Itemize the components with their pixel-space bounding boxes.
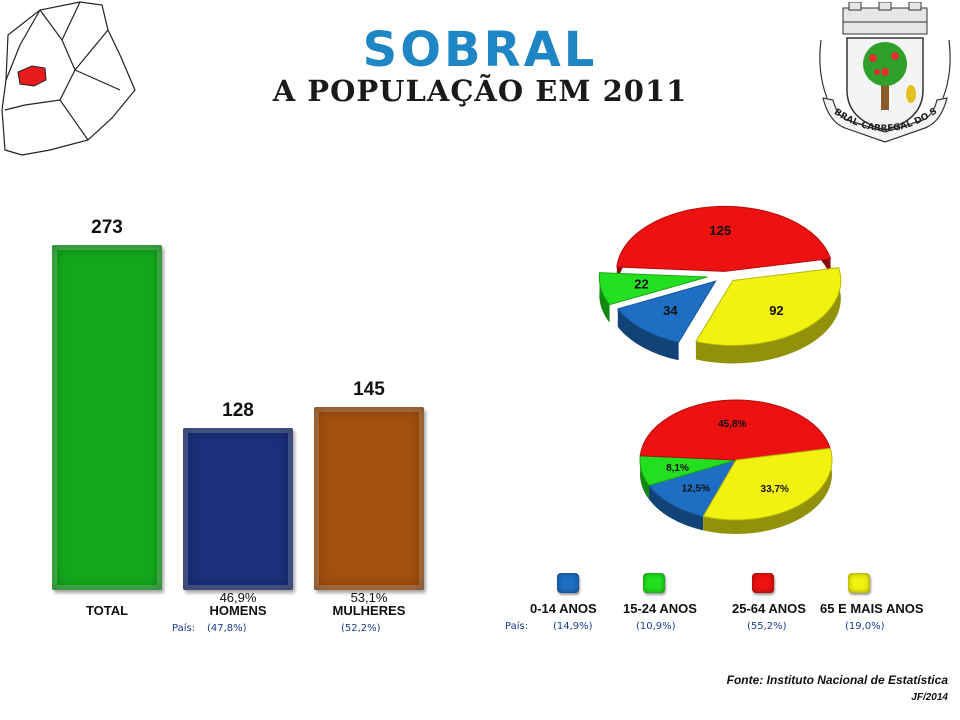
age-pais-15-24: (10,9%) xyxy=(636,621,676,632)
pie-label-percent-0: 12,5% xyxy=(682,483,710,494)
pie-slice-side-percent-3 xyxy=(703,448,832,534)
bar-percent-homens: 46,9% xyxy=(219,590,257,605)
pie-slice-values-1 xyxy=(598,272,708,306)
age-pais-0-14: (14,9%) xyxy=(553,621,593,632)
pie-slice-values-3 xyxy=(695,267,842,346)
bar-mulheres xyxy=(314,406,424,590)
bar-category-mulheres: MULHERES xyxy=(332,603,406,618)
pie-label-percent-2: 45,8% xyxy=(718,419,746,430)
pie-slice-percent-0 xyxy=(648,459,738,517)
author-note: JF/2014 xyxy=(911,692,948,703)
pie-label-percent-3: 33,7% xyxy=(761,484,789,495)
bar-pais-homens: (47,8%) xyxy=(207,623,247,634)
sobral-highlight xyxy=(17,65,47,87)
bar-value-total: 273 xyxy=(91,217,123,238)
bar-pais-mulheres: (52,2%) xyxy=(341,623,381,634)
pie-slice-values-2 xyxy=(616,205,832,272)
page-subtitle: A POPULAÇÃO EM 2011 xyxy=(272,74,688,108)
crown-icon xyxy=(842,2,928,35)
bar-category-total: TOTAL xyxy=(85,603,129,618)
age-pie-chart-values: 34 22 125 92 xyxy=(598,205,842,364)
bar-category-homens: HOMENS xyxy=(209,603,267,618)
age-pais-65-plus: (19,0%) xyxy=(845,621,885,632)
legend-label-15-24: 15-24 ANOS xyxy=(623,601,697,616)
tree-icon xyxy=(863,42,916,110)
page-title: SOBRAL xyxy=(362,22,598,78)
pie-slice-percent-3 xyxy=(702,447,833,521)
pie-label-values-0: 34 xyxy=(663,303,678,318)
pie-label-values-3: 92 xyxy=(769,303,783,318)
legend-swatch-65-plus xyxy=(848,573,870,593)
pie-slice-side-values-0 xyxy=(617,308,679,361)
legend-label-65-plus: 65 E MAIS ANOS xyxy=(820,601,924,616)
legend-label-0-14: 0-14 ANOS xyxy=(530,601,597,616)
bar-value-mulheres: 145 xyxy=(353,378,385,400)
pie-label-values-1: 22 xyxy=(634,276,648,291)
crest-ribbon xyxy=(822,97,948,143)
pie-slice-percent-2 xyxy=(639,399,831,461)
source-note: Fonte: Instituto Nacional de Estatística xyxy=(726,673,948,687)
pie-label-percent-1: 8,1% xyxy=(666,463,689,474)
legend-label-25-64: 25-64 ANOS xyxy=(732,601,806,616)
bar-percent-mulheres: 53,1% xyxy=(350,590,388,605)
pie-slice-side-percent-0 xyxy=(649,485,704,531)
bar-value-homens: 128 xyxy=(222,400,254,422)
legend-swatch-15-24 xyxy=(643,573,665,593)
pie-label-values-2: 125 xyxy=(709,223,731,238)
age-pais-label: País: xyxy=(505,621,529,632)
pie-slice-values-0 xyxy=(616,280,717,343)
locator-map xyxy=(1,1,136,156)
age-pie-chart-percent: 12,5% 8,1% 45,8% 33,7% xyxy=(639,399,833,534)
crest-emblem: SOBRAL-CARREGAL DO SAL xyxy=(815,2,951,143)
pie-slice-side-percent-1 xyxy=(640,455,650,500)
pie-slice-side-values-3 xyxy=(695,267,841,364)
legend-swatch-25-64 xyxy=(752,573,774,593)
municipality-outline xyxy=(1,1,136,156)
bar-homens xyxy=(183,428,293,590)
bar-total xyxy=(52,245,162,590)
age-pais-25-64: (55,2%) xyxy=(747,621,787,632)
legend-swatch-0-14 xyxy=(557,573,579,593)
bar-pais-label: País: xyxy=(172,623,196,634)
